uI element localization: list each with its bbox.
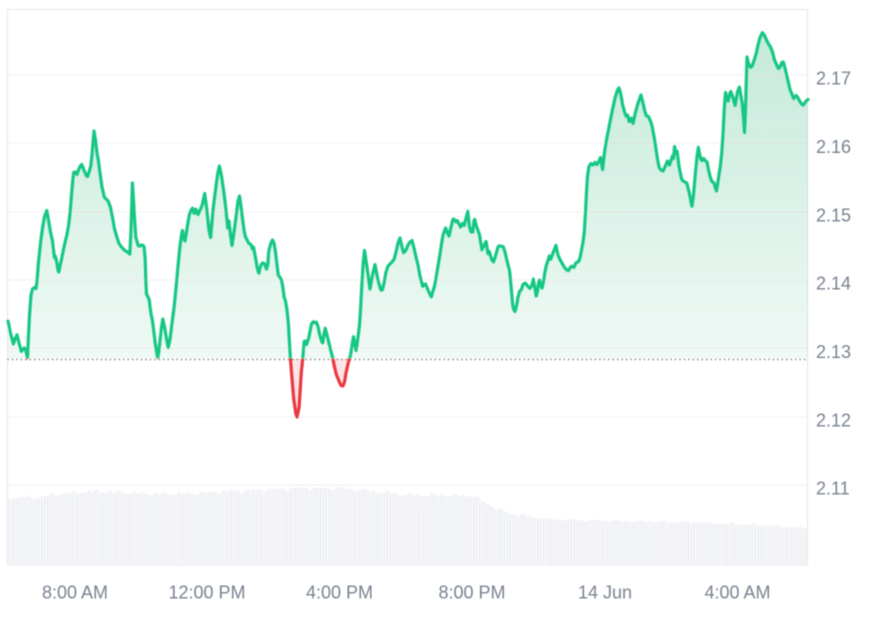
svg-text:2.11: 2.11: [816, 479, 850, 499]
svg-text:8:00 PM: 8:00 PM: [438, 583, 505, 603]
svg-text:4:00 AM: 4:00 AM: [704, 583, 770, 603]
svg-text:4:00 PM: 4:00 PM: [306, 583, 373, 603]
svg-text:8:00 AM: 8:00 AM: [42, 583, 108, 603]
svg-text:14 Jun: 14 Jun: [578, 583, 632, 603]
svg-text:2.15: 2.15: [816, 205, 851, 225]
svg-text:2.14: 2.14: [816, 274, 851, 294]
svg-text:12:00 PM: 12:00 PM: [168, 583, 245, 603]
svg-text:2.17: 2.17: [816, 69, 851, 89]
svg-text:2.16: 2.16: [816, 137, 851, 157]
svg-text:2.13: 2.13: [816, 342, 851, 362]
svg-text:2.12: 2.12: [816, 410, 851, 430]
